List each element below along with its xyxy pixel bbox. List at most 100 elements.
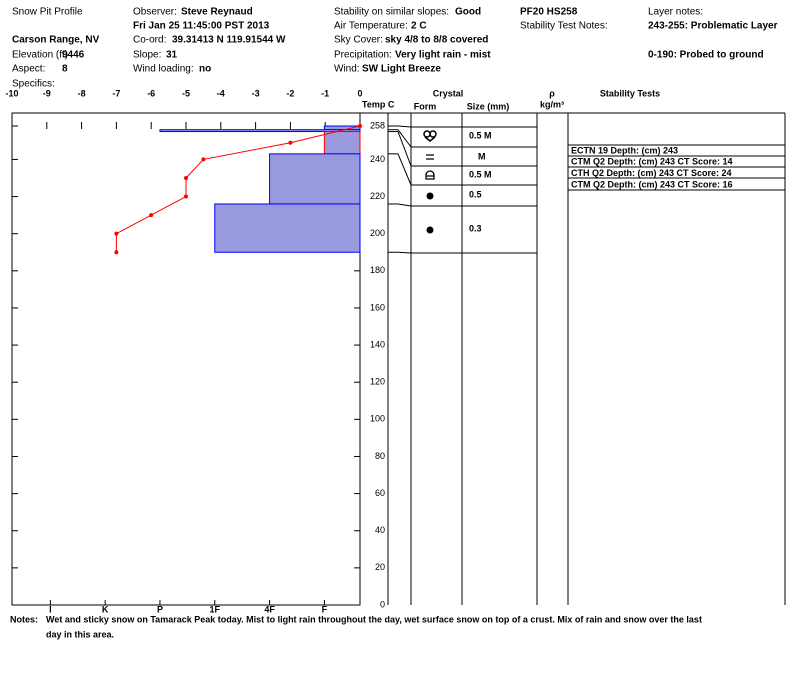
grain-form — [429, 130, 437, 138]
label: Wind loading: — [133, 64, 194, 75]
stability-test: CTM Q2 Depth: (cm) 243 CT Score: 14 — [571, 157, 733, 167]
title: Snow Pit Profile — [12, 7, 83, 18]
y-tick-label: 120 — [370, 377, 385, 387]
connector — [397, 153, 412, 186]
hardness-bar — [323, 125, 361, 131]
hardness-bar — [269, 153, 361, 205]
value: Steve Reynaud — [181, 7, 253, 18]
grain-form — [426, 226, 434, 234]
connector — [397, 131, 412, 167]
label: Air Temperature: — [334, 21, 408, 32]
grain-form — [426, 154, 434, 160]
notes-text: day in this area. — [46, 629, 114, 639]
y-tick-label: 140 — [370, 339, 385, 349]
y-tick-label: 180 — [370, 265, 385, 275]
table-header: Temp C Crystal Form Size (mm) ρ kg/m³ St… — [362, 88, 660, 111]
y-tick-label: 200 — [370, 228, 385, 238]
value: 2 C — [411, 21, 427, 32]
label: Slope: — [133, 50, 161, 61]
hardness-tick-label: K — [102, 604, 109, 614]
x-tick-label: -10 — [5, 88, 18, 98]
grain-size: 0.5 — [469, 189, 482, 199]
value: 9446 — [62, 50, 85, 61]
column-header: Form — [414, 101, 437, 111]
value: Fri Jan 25 11:45:00 PST 2013 — [133, 21, 270, 32]
x-tick-label: -7 — [112, 88, 120, 98]
label: Stability Test Notes: — [520, 21, 608, 32]
notes-label: Notes: — [10, 614, 38, 624]
y-tick-label: 40 — [375, 525, 385, 535]
column-header: kg/m³ — [540, 99, 564, 109]
label: Stability on similar slopes: — [334, 7, 449, 18]
label: Sky Cover: — [334, 35, 383, 46]
connector — [397, 125, 412, 128]
value: SW Light Breeze — [362, 64, 441, 75]
stability-test: ECTN 19 Depth: (cm) 243 — [571, 145, 678, 155]
y-tick-label: 220 — [370, 191, 385, 201]
grain-form — [425, 170, 435, 180]
grain-form — [423, 130, 431, 138]
column-header: Temp C — [362, 99, 395, 109]
label: Layer notes: — [648, 7, 703, 18]
temp-line — [115, 125, 361, 253]
x-tick-label: -3 — [252, 88, 260, 98]
value: no — [199, 64, 211, 75]
hardness-tick-label: P — [157, 604, 163, 614]
y-tick-label: 80 — [375, 451, 385, 461]
hardness-tick-label: 1F — [210, 604, 221, 614]
hardness-tick-label: F — [322, 604, 328, 614]
connector — [397, 251, 412, 254]
label: Observer: — [133, 7, 177, 18]
x-tick-label: -5 — [182, 88, 190, 98]
stability-test: CTM Q2 Depth: (cm) 243 CT Score: 16 — [571, 179, 733, 189]
grain-size: 0.3 — [469, 223, 482, 233]
column-header: Stability Tests — [600, 88, 660, 98]
location: Carson Range, NV — [12, 35, 100, 46]
x-tick-label: -9 — [43, 88, 51, 98]
value: PF20 HS258 — [520, 7, 578, 18]
hardness-bar — [159, 129, 361, 133]
notes: Notes: Wet and sticky snow on Tamarack P… — [10, 614, 702, 639]
label: Co-ord: — [133, 35, 166, 46]
x-tick-label: -4 — [217, 88, 225, 98]
y-tick-label: 0 — [380, 599, 385, 609]
column-header: Crystal — [433, 88, 464, 98]
column-header: Size (mm) — [467, 101, 510, 111]
connector — [397, 203, 412, 207]
value: sky 4/8 to 8/8 covered — [385, 35, 488, 46]
notes-text: Wet and sticky snow on Tamarack Peak tod… — [46, 614, 702, 624]
label: Aspect: — [12, 64, 45, 75]
y-tick-label: 100 — [370, 414, 385, 424]
hardness-bar — [323, 131, 361, 155]
header: Snow Pit Profile Carson Range, NV Elevat… — [12, 7, 778, 90]
x-tick-label: -8 — [78, 88, 86, 98]
plot-frame — [11, 112, 361, 606]
y-tick-label: 160 — [370, 302, 385, 312]
hardness-tick-label: I — [49, 604, 52, 614]
value: 8 — [62, 64, 68, 75]
y-tick-label: 20 — [375, 562, 385, 572]
connector — [397, 129, 412, 148]
layer-note: 0-190: Probed to ground — [648, 50, 764, 61]
grain-size: M — [478, 151, 486, 161]
grain-size: 0.5 M — [469, 130, 492, 140]
label: Precipitation: — [334, 50, 392, 61]
grain-form — [426, 192, 434, 200]
value: Good — [455, 7, 481, 18]
value: 39.31413 N 119.91544 W — [172, 35, 286, 46]
layer-note: 243-255: Problematic Layer — [648, 21, 778, 32]
label: Specifics: — [12, 79, 55, 90]
hardness-tick-label: 4F — [264, 604, 275, 614]
grain-form — [424, 136, 436, 142]
y-tick-label: 258 — [370, 120, 385, 130]
x-tick-label: 0 — [357, 88, 362, 98]
x-tick-label: -1 — [321, 88, 329, 98]
y-tick-label: 60 — [375, 488, 385, 498]
x-tick-label: -6 — [147, 88, 155, 98]
value: Very light rain - mist — [395, 50, 491, 61]
y-tick-label: 240 — [370, 154, 385, 164]
grain-size: 0.5 M — [469, 169, 492, 179]
column-header: ρ — [549, 88, 555, 98]
value: 31 — [166, 50, 178, 61]
